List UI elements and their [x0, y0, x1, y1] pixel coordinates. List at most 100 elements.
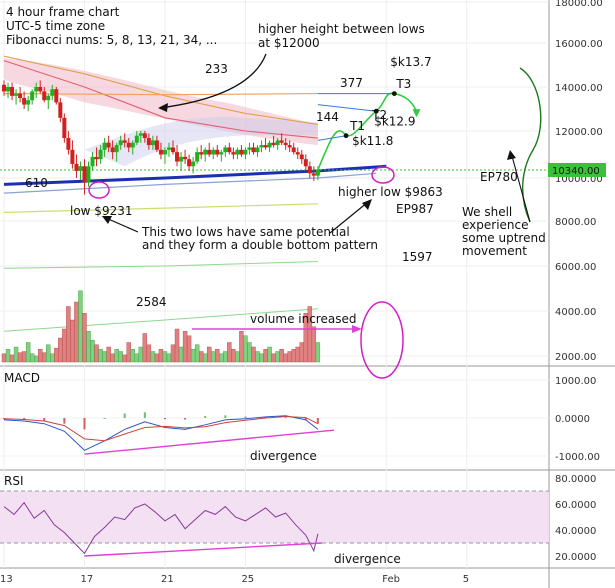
candle-body: [130, 142, 135, 148]
arrow-to-higher-low-head: [362, 199, 372, 210]
candle-body: [50, 89, 55, 96]
candle-body: [243, 149, 248, 155]
arrow-higher-height-head: [158, 103, 168, 112]
macd-histogram-bar: [244, 416, 247, 418]
volume-bar: [126, 342, 131, 363]
last-price-tag: [548, 163, 606, 177]
candle-body: [295, 152, 300, 155]
macd-histogram-bar: [143, 412, 146, 418]
target-point-t3: [391, 91, 397, 96]
volume-bar: [138, 346, 144, 363]
candle-body: [291, 147, 296, 153]
volume-bar: [190, 349, 196, 363]
price-tick-label: 12000.00: [555, 127, 603, 138]
candle-body: [183, 156, 188, 160]
volume-bar: [78, 290, 83, 363]
volume-bar: [29, 353, 35, 363]
volume-bar: [38, 349, 43, 363]
annotation-higher-low: higher low $9863: [338, 185, 443, 199]
candle-body: [179, 156, 184, 162]
volume-bar: [17, 352, 23, 363]
candle-body: [102, 142, 107, 150]
macd-histogram-bar: [316, 418, 319, 424]
candle-body: [154, 140, 159, 150]
volume-bar: [94, 344, 99, 363]
ma-label-144: 144: [316, 110, 339, 124]
volume-bar: [9, 354, 15, 363]
volume-bar: [134, 353, 139, 363]
volume-bar: [130, 349, 135, 363]
candle-body: [195, 152, 200, 162]
candle-body: [118, 140, 123, 146]
ma-line-1597: [3, 261, 318, 269]
volume-bar: [170, 344, 176, 363]
time-tick-label: 5: [463, 574, 469, 585]
candle-body: [227, 147, 232, 153]
macd-histogram-bar: [103, 418, 106, 419]
volume-bar: [21, 351, 27, 363]
candle-body: [231, 152, 236, 155]
volume-spike-circle: [360, 301, 404, 379]
volume-bar: [62, 328, 67, 363]
candle-body: [191, 161, 196, 167]
macd-histogram-bar: [43, 418, 46, 421]
volume-bars: [1, 290, 321, 363]
candle-body: [142, 133, 147, 139]
candle-body: [311, 173, 316, 176]
volume-bar: [178, 346, 184, 363]
annotation-uptrend-1: We shell: [462, 205, 512, 219]
projection-label: T3: [395, 77, 411, 91]
macd-histogram-bar: [83, 418, 86, 430]
price-tick-label: 8000.00: [555, 217, 596, 228]
macd-histogram-bar: [264, 416, 267, 418]
annotation-timezone: UTC-5 time zone: [6, 19, 105, 33]
volume-bar: [279, 349, 284, 363]
macd-histogram-bar: [3, 418, 5, 420]
volume-bar: [267, 346, 272, 363]
volume-bar: [154, 353, 160, 363]
volume-bar: [223, 351, 228, 363]
macd-signal-line: [3, 415, 319, 442]
volume-bar: [90, 340, 95, 363]
higher-low-circle: [371, 166, 395, 184]
candlesticks: [2, 80, 320, 195]
rsi-panel: [0, 490, 549, 557]
rsi-tick-label: 60.0000: [555, 500, 596, 511]
macd-histogram-bar: [304, 418, 307, 421]
candle-body: [106, 142, 111, 148]
volume-bar: [247, 342, 252, 363]
volume-bar: [110, 353, 115, 363]
cloud-layer: [4, 58, 318, 167]
volume-bar: [70, 319, 75, 363]
candle-body: [303, 159, 308, 167]
volume-bar: [227, 342, 232, 363]
macd-histogram-bar: [284, 417, 287, 419]
volume-bar: [122, 354, 127, 363]
axis-labels: 2000.00 4000.00 6000.00 8000.00 10000.00 1200…: [0, 0, 603, 585]
candle-body: [122, 140, 127, 143]
candle-body: [46, 95, 51, 101]
candle-body: [110, 147, 115, 153]
ma-line-ep987: [3, 203, 318, 213]
ma-label-610: 610: [25, 176, 48, 190]
macd-divergence-label: divergence: [250, 449, 317, 463]
candle-body: [215, 149, 220, 155]
uptrend-bracket-arrow-head: [507, 150, 516, 160]
volume-bar: [102, 351, 107, 363]
volume-bar: [291, 349, 296, 363]
candle-body: [94, 156, 99, 160]
volume-bar: [243, 335, 248, 363]
volume-bar: [106, 346, 111, 363]
volume-bar: [315, 342, 321, 363]
volume-bar: [207, 346, 212, 363]
volume-bar: [50, 353, 55, 363]
candle-body: [259, 145, 264, 148]
macd-histogram-bar: [184, 418, 187, 420]
volume-bar: [118, 351, 123, 363]
candle-body: [235, 149, 240, 155]
volume-bar: [287, 351, 292, 363]
cloud-band-blue: [84, 116, 318, 167]
candle-body: [26, 100, 31, 105]
ma-line-233: [3, 55, 318, 125]
candle-body: [239, 149, 244, 155]
